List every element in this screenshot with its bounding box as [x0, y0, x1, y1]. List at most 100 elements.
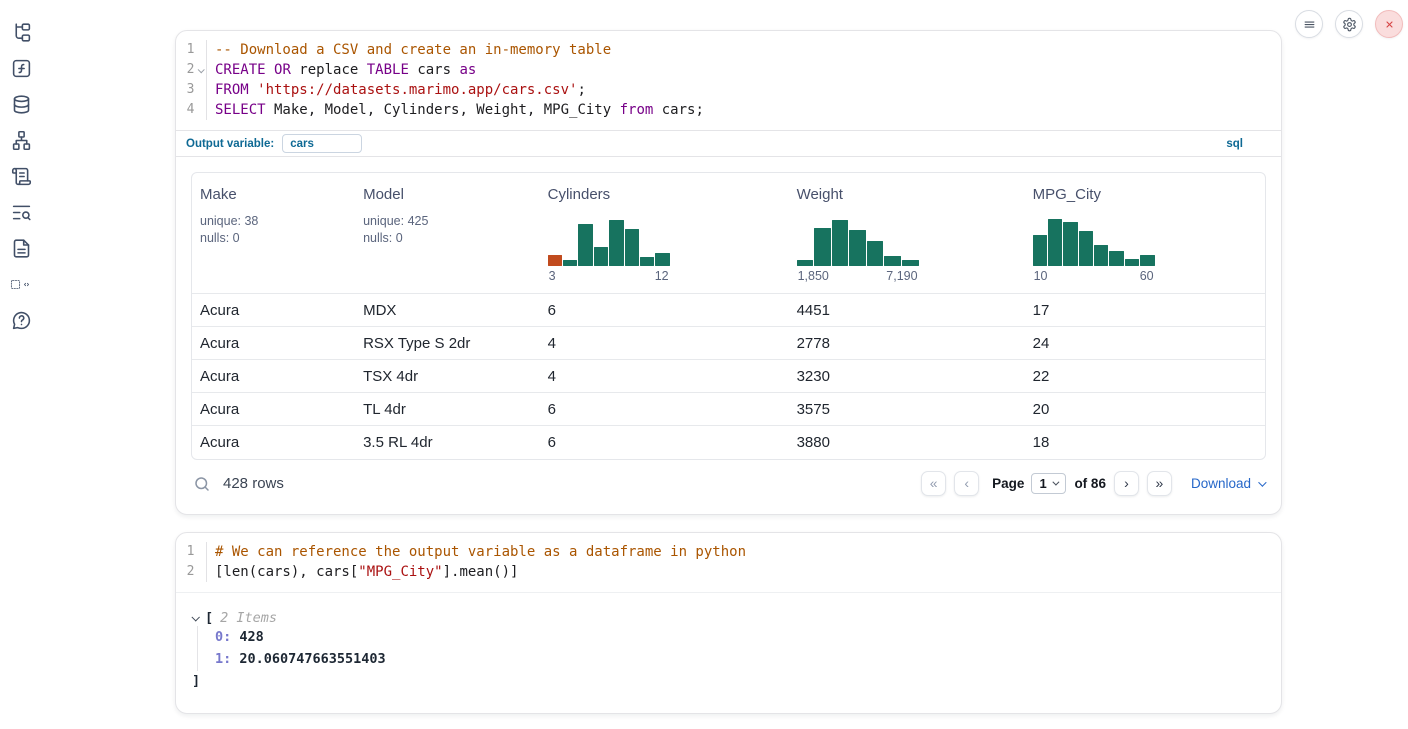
- close-bracket: ]: [192, 672, 201, 689]
- table-cell: 18: [1024, 425, 1265, 459]
- data-table: Make unique: 38 nulls: 0 Model unique: 425 nu…: [191, 172, 1266, 460]
- hist-bar: [831, 220, 849, 266]
- code-token: [249, 82, 257, 98]
- item-index: 1:: [215, 651, 240, 667]
- python-output: [ 2 Items 0: 428 1: 20.060747663551403 ]: [176, 591, 1281, 713]
- column-histogram[interactable]: 10 60: [1032, 216, 1155, 283]
- code-token: # We can reference the output variable a…: [215, 543, 747, 560]
- column-histogram[interactable]: 3 12: [547, 216, 670, 283]
- code-snippet-icon[interactable]: [10, 273, 32, 295]
- column-header[interactable]: Model unique: 425 nulls: 0: [355, 173, 540, 294]
- items-count-label: 2 Items: [220, 609, 278, 626]
- table-cell: Acura: [192, 359, 356, 393]
- gear-icon[interactable]: [1335, 10, 1363, 38]
- hist-bar: [796, 260, 814, 266]
- column-header[interactable]: Make unique: 38 nulls: 0: [192, 173, 355, 294]
- column-header[interactable]: Cylinders 3 12: [540, 173, 789, 294]
- sql-output-area: Make unique: 38 nulls: 0 Model unique: 425 nu…: [176, 157, 1281, 514]
- table-cell: 4: [539, 359, 789, 393]
- table-cell: Acura: [192, 326, 356, 360]
- hist-bar: [902, 259, 919, 266]
- code-token: "MPG_City": [358, 563, 443, 580]
- code-token: [266, 62, 274, 78]
- chevron-left-button[interactable]: ‹: [954, 471, 980, 496]
- hist-bar: [547, 255, 563, 266]
- table-cell: RSX Type S 2dr: [355, 326, 540, 360]
- code-token: CREATE: [215, 62, 266, 78]
- code-token: replace: [290, 62, 367, 78]
- column-stats: unique: 425 nulls: 0: [363, 214, 429, 245]
- code-token: SELECT: [215, 102, 266, 118]
- line-number: 4: [176, 100, 207, 120]
- table-row[interactable]: Acura MDX 6 4451 17: [192, 293, 1265, 327]
- collapse-chevron-icon[interactable]: [191, 612, 200, 622]
- python-editor[interactable]: 1 # We can reference the output variable …: [176, 533, 1281, 592]
- file-text-icon[interactable]: [10, 237, 32, 259]
- row-count: 428 rows: [223, 475, 284, 492]
- column-header[interactable]: Weight 1,850 7,190: [789, 173, 1025, 294]
- hist-bar: [1124, 259, 1140, 266]
- hist-bar: [1140, 255, 1155, 266]
- code-token: from: [619, 102, 654, 118]
- line-number: 3: [176, 80, 207, 100]
- code-token: TABLE: [366, 62, 409, 78]
- table-row[interactable]: Acura TL 4dr 6 3575 20: [192, 392, 1265, 426]
- hist-bar: [1032, 235, 1047, 266]
- code-line: 3 FROM 'https://datasets.marimo.app/cars.…: [176, 80, 1281, 100]
- table-cell: 20: [1024, 392, 1265, 426]
- fold-chevron-icon[interactable]: [197, 65, 205, 73]
- table-row[interactable]: Acura 3.5 RL 4dr 6 3880 18: [192, 425, 1265, 459]
- table-cell: 4: [539, 326, 789, 360]
- code-token: as: [459, 62, 477, 78]
- output-list-header: [ 2 Items: [191, 609, 1266, 626]
- chevron-right-button[interactable]: ›: [1113, 471, 1139, 496]
- network-icon[interactable]: [10, 129, 32, 151]
- search-icon[interactable]: [193, 475, 211, 493]
- output-variable-input[interactable]: [282, 134, 363, 153]
- code-token: [len(cars), cars[: [215, 563, 359, 580]
- download-button[interactable]: Download: [1190, 476, 1267, 491]
- chevrons-left-button[interactable]: «: [921, 471, 947, 496]
- hist-bar: [655, 253, 670, 266]
- table-row[interactable]: Acura RSX Type S 2dr 4 2778 24: [192, 326, 1265, 360]
- hist-min-label: 3: [548, 269, 556, 283]
- notebook: 1 -- Download a CSV and create an in-memo…: [175, 30, 1282, 714]
- table-cell: 6: [539, 392, 789, 426]
- table-row[interactable]: Acura TSX 4dr 4 3230 22: [192, 359, 1265, 393]
- file-tree-icon[interactable]: [10, 21, 32, 43]
- table-cell: 6: [539, 425, 789, 459]
- help-bubble-icon[interactable]: [10, 309, 32, 331]
- menu-icon[interactable]: [1295, 10, 1323, 38]
- text-search-icon[interactable]: [10, 201, 32, 223]
- code-token: FROM: [215, 82, 249, 98]
- table-cell: 3.5 RL 4dr: [355, 425, 540, 459]
- line-number: 2: [176, 561, 207, 582]
- function-square-icon[interactable]: [10, 57, 32, 79]
- language-badge: sql: [1226, 137, 1243, 150]
- column-label: Weight: [796, 186, 843, 203]
- table-cell: 22: [1024, 359, 1265, 393]
- column-label: Cylinders: [547, 186, 611, 203]
- scroll-icon[interactable]: [10, 165, 32, 187]
- hist-bar: [866, 241, 884, 266]
- table-cell: 3575: [788, 392, 1025, 426]
- database-icon[interactable]: [10, 93, 32, 115]
- download-label: Download: [1190, 476, 1251, 491]
- item-value: 428: [239, 628, 264, 645]
- hist-bar: [814, 228, 831, 266]
- hist-min-label: 10: [1033, 269, 1048, 283]
- hist-bar: [884, 256, 902, 266]
- close-icon[interactable]: [1375, 10, 1403, 38]
- column-label: Model: [363, 186, 404, 203]
- page-select[interactable]: 1: [1031, 473, 1067, 494]
- column-histogram[interactable]: 1,850 7,190: [796, 216, 919, 283]
- code-line: 2 CREATE OR replace TABLE cars as: [176, 60, 1281, 80]
- hist-bar: [563, 259, 578, 266]
- output-variable-label: Output variable:: [186, 137, 275, 150]
- chevrons-right-button[interactable]: »: [1146, 471, 1172, 496]
- sql-editor[interactable]: 1 -- Download a CSV and create an in-memo…: [176, 31, 1281, 130]
- sidebar: [0, 0, 42, 729]
- table-cell: TSX 4dr: [355, 359, 540, 393]
- column-header[interactable]: MPG_City 10 60: [1025, 173, 1265, 294]
- hist-bar: [578, 223, 593, 266]
